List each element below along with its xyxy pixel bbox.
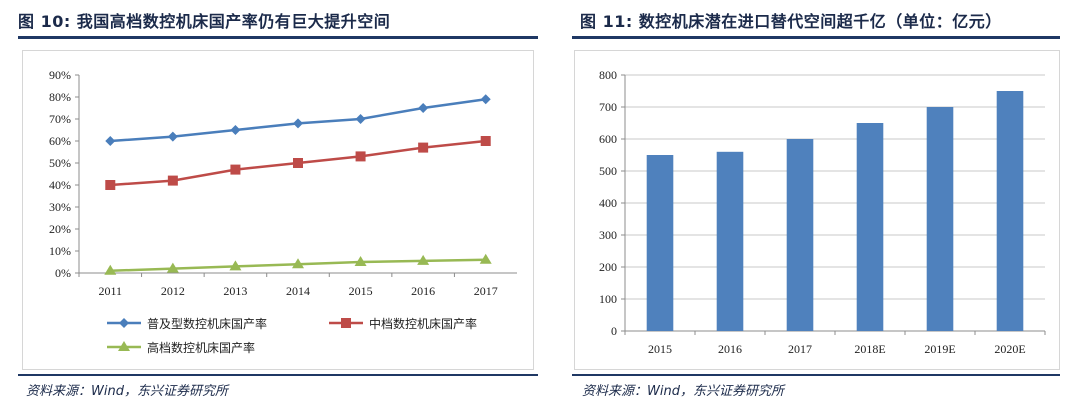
y-tick-label: 80% [49,90,71,104]
x-tick-label: 2020E [994,342,1025,356]
legend-marker-1 [119,318,129,328]
series-2-point [355,151,366,162]
line-chart: 0% 10% 20% 30% 40% 50% 60% 70% 80% 90% 2011 2012 201… [49,68,517,355]
left-figure-title: 图 10: 我国高档数控机床国产率仍有巨大提升空间 [18,12,391,31]
bar [856,123,884,331]
series-2-point [167,175,178,186]
x-tick-label: 2011 [99,284,123,298]
series-3-point [104,264,117,275]
x-tick-label: 2016 [411,284,435,298]
y-tick-label: 60% [49,134,71,148]
x-tick-label: 2012 [161,284,185,298]
legend-label-1: 普及型数控机床国产率 [147,316,267,331]
right-source-rule [572,374,1060,376]
series-1-point [293,118,303,129]
series-3-point [292,258,304,269]
series-2-point [293,158,303,168]
x-tick-label: 2017 [474,284,498,298]
left-source-note: 资料来源：Wind，东兴证券研究所 [26,384,228,399]
x-tick-label: 2015 [648,342,672,356]
y-tick-label: 40% [49,178,71,192]
y-tick-label: 10% [49,244,71,258]
series-2-point [480,136,491,146]
bar-chart: 0 100 200 300 400 500 600 700 800 2015 2016 2017 201… [599,68,1046,356]
y-tick-label: 500 [599,164,617,178]
series-1-point [355,114,366,124]
right-source-note: 资料来源：Wind，东兴证券研究所 [582,384,784,399]
series-1-point [105,136,116,146]
right-figure-panel: 图 11: 数控机床潜在进口替代空间超千亿（单位：亿元） 0 100 200 300 4… [566,0,1080,408]
bar [996,91,1024,331]
y-tick-label: 70% [49,112,71,126]
series-3-point [479,253,492,264]
x-tick-label: 2015 [349,284,373,298]
series-2-point [418,142,429,153]
x-tick-label: 2013 [223,284,247,298]
y-tick-label: 20% [49,222,71,236]
series-1-point [480,94,491,105]
series-3-point [166,262,179,273]
y-tick-label: 400 [599,196,617,210]
right-figure-title: 图 11: 数控机床潜在进口替代空间超千亿（单位：亿元） [580,12,1002,31]
legend-marker-3 [118,341,130,351]
x-tick-label: 2014 [286,284,310,298]
x-tick-label: 2018E [854,342,885,356]
y-tick-label: 100 [599,292,617,306]
left-figure-panel: 图 10: 我国高档数控机床国产率仍有巨大提升空间 0% 10% 20% 30% 40%… [18,12,538,399]
x-tick-label: 2016 [718,342,742,356]
y-tick-label: 50% [49,156,71,170]
legend-marker-2 [341,318,351,328]
right-title-rule [572,36,1060,39]
series-2-point [230,164,241,175]
legend-label-3: 高档数控机床国产率 [147,340,255,355]
bar [646,155,674,331]
legend-label-2: 中档数控机床国产率 [369,316,477,331]
series-1-point [230,125,241,135]
bar [926,107,954,331]
y-tick-label: 30% [49,200,71,214]
y-tick-label: 90% [49,68,71,82]
x-tick-label: 2017 [788,342,812,356]
series-3-point [417,254,430,265]
left-title-rule [18,36,538,39]
series-1-point [418,103,429,113]
left-source-rule [18,374,538,376]
series-2-point [105,180,116,190]
y-tick-label: 600 [599,132,617,146]
y-tick-label: 300 [599,228,617,242]
series-1-point [167,131,178,142]
y-tick-label: 800 [599,68,617,82]
y-tick-label: 200 [599,260,617,274]
left-chart-frame: 0% 10% 20% 30% 40% 50% 60% 70% 80% 90% 2011 2012 201… [22,50,534,370]
y-tick-label: 700 [599,100,617,114]
y-tick-label: 0% [55,266,71,280]
bar [786,139,814,331]
series-3-point [229,260,242,271]
bar [716,151,744,331]
right-chart-frame: 0 100 200 300 400 500 600 700 800 2015 2016 2017 201… [574,50,1060,370]
x-tick-label: 2019E [924,342,955,356]
y-tick-label: 0 [611,324,617,338]
series-3-point [354,256,367,266]
